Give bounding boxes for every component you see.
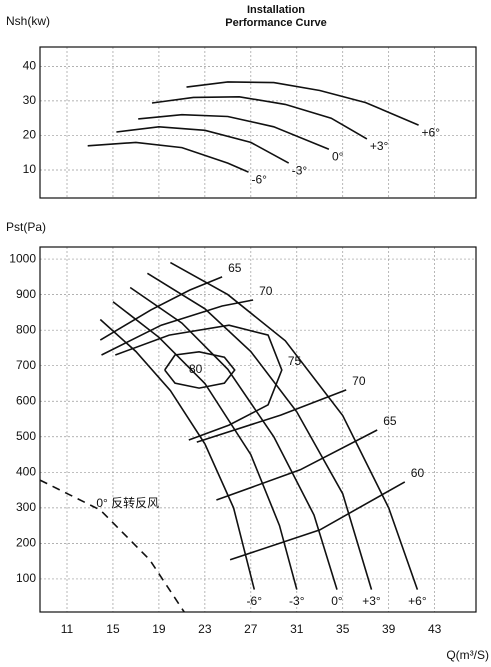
y-tick-label: 900 — [16, 287, 36, 301]
curve — [99, 318, 256, 590]
y-tick-label: 700 — [16, 358, 36, 372]
plot-frame — [39, 246, 477, 613]
y-tick-label: 1000 — [9, 251, 36, 265]
y-tick-label: 600 — [16, 393, 36, 407]
curve — [138, 113, 330, 151]
curve-label: -6° — [247, 594, 263, 608]
curve-label: -3° — [292, 163, 308, 177]
curve-label: -6° — [252, 172, 268, 186]
curve-label: +3° — [362, 594, 381, 608]
curve-label: 75 — [288, 354, 302, 368]
curve-label: -3° — [289, 594, 305, 608]
curve — [87, 141, 249, 173]
title-line: Installation — [247, 4, 305, 16]
x-tick-label: 11 — [61, 622, 74, 636]
x-axis-label: Q(m³/S) — [446, 648, 489, 662]
curve — [146, 272, 373, 590]
x-tick-label: 23 — [198, 622, 212, 636]
curve — [101, 299, 347, 443]
y-axis-label: Pst(Pa) — [6, 220, 46, 234]
curve-label: +3° — [370, 139, 389, 153]
curve-label: +6° — [422, 125, 441, 139]
curve — [99, 276, 378, 501]
x-tick-label: 15 — [106, 622, 120, 636]
plot-frame — [39, 46, 477, 199]
y-tick-label: 10 — [23, 162, 37, 176]
curve-label: 0° — [331, 594, 343, 608]
curve — [115, 324, 283, 441]
x-tick-label: 31 — [290, 622, 304, 636]
curve — [186, 81, 419, 126]
y-tick-label: 800 — [16, 322, 36, 336]
curve-label: 0° — [332, 149, 344, 163]
curve — [129, 286, 338, 590]
curve-label: 70 — [352, 374, 366, 388]
y-tick-label: 100 — [16, 571, 36, 585]
curve — [116, 125, 290, 164]
curve — [170, 261, 419, 590]
curve — [229, 481, 406, 561]
curve — [39, 479, 185, 613]
x-tick-label: 27 — [244, 622, 258, 636]
y-tick-label: 500 — [16, 429, 36, 443]
y-tick-label: 20 — [23, 128, 37, 142]
y-axis-label: Nsh(kw) — [6, 14, 50, 28]
x-tick-label: 19 — [152, 622, 166, 636]
y-tick-label: 200 — [16, 536, 36, 550]
curve — [164, 350, 236, 389]
y-tick-label: 400 — [16, 464, 36, 478]
y-tick-label: 40 — [23, 59, 37, 73]
curve-label: +6° — [408, 594, 427, 608]
curve — [151, 95, 368, 140]
title-line: Performance Curve — [225, 17, 327, 29]
x-tick-label: 35 — [336, 622, 350, 636]
x-tick-label: 39 — [382, 622, 396, 636]
curve-label: 60 — [411, 466, 425, 480]
x-tick-label: 43 — [428, 622, 442, 636]
curve-label: 0° 反转反风 — [96, 495, 159, 510]
y-tick-label: 30 — [23, 93, 37, 107]
y-tick-label: 300 — [16, 500, 36, 514]
curve-label: 65 — [383, 414, 397, 428]
curve-label: 80 — [189, 362, 203, 376]
curve-label: 70 — [259, 284, 273, 298]
curve-label: 65 — [228, 261, 242, 275]
curve — [112, 301, 298, 590]
